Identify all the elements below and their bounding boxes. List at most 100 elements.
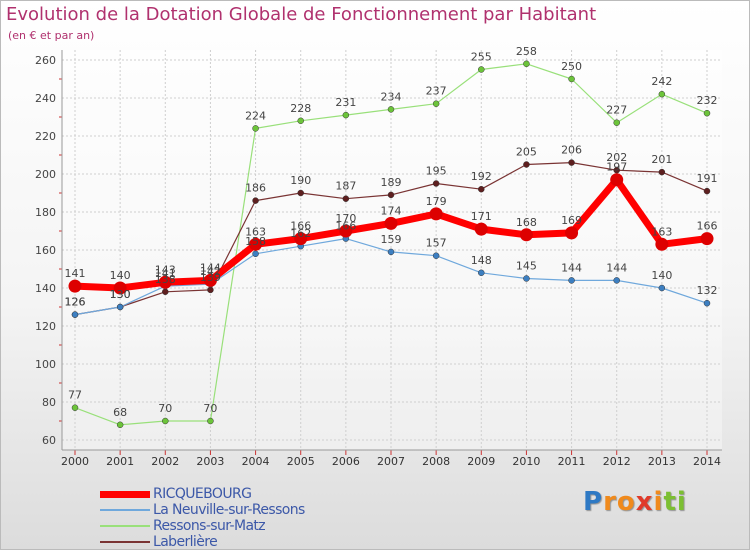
data-label: 144 <box>200 261 221 274</box>
data-label: 166 <box>290 220 311 233</box>
y-tick-label: 80 <box>42 396 56 409</box>
data-point <box>565 226 579 240</box>
data-point <box>658 90 666 98</box>
data-point <box>519 228 533 242</box>
data-label: 163 <box>651 225 672 238</box>
data-label: 140 <box>110 269 131 282</box>
y-tick-label: 160 <box>35 244 56 257</box>
x-tick-label: 2012 <box>603 455 631 468</box>
data-label: 258 <box>516 45 537 58</box>
data-point <box>387 248 395 256</box>
data-label: 126 <box>65 296 86 309</box>
data-point <box>523 161 530 168</box>
data-point <box>523 275 530 282</box>
data-label: 130 <box>110 288 131 301</box>
chart-subtitle: (en € et par an) <box>8 29 95 42</box>
data-point <box>703 299 711 307</box>
data-label: 169 <box>561 214 582 227</box>
data-label: 255 <box>471 51 492 64</box>
data-label: 143 <box>155 263 176 276</box>
data-point <box>342 195 350 202</box>
data-point <box>429 207 443 221</box>
data-label: 132 <box>697 284 718 297</box>
data-point <box>297 189 304 197</box>
x-tick-label: 2009 <box>467 455 495 468</box>
data-label: 171 <box>471 210 492 223</box>
legend-label: RICQUEBOURG <box>153 486 252 502</box>
data-point <box>568 75 575 83</box>
data-label: 140 <box>651 269 672 282</box>
data-point <box>162 288 169 296</box>
data-point <box>116 303 124 311</box>
data-point <box>252 125 259 132</box>
legend-swatch-ressons <box>100 525 150 527</box>
data-label: 179 <box>426 195 447 208</box>
data-label: 163 <box>245 225 266 238</box>
data-point <box>249 237 263 251</box>
data-point <box>68 279 82 293</box>
x-tick-label: 2001 <box>106 455 134 468</box>
data-point <box>71 311 79 318</box>
data-label: 70 <box>158 402 172 415</box>
data-label: 228 <box>290 102 311 115</box>
data-point <box>658 284 666 292</box>
data-point <box>387 106 395 113</box>
data-label: 242 <box>651 75 672 88</box>
x-tick-label: 2008 <box>422 455 450 468</box>
y-tick-label: 120 <box>35 320 56 333</box>
data-label: 168 <box>516 216 537 229</box>
data-point <box>658 168 666 176</box>
data-point <box>203 273 217 287</box>
data-label: 145 <box>516 260 537 273</box>
data-point <box>162 417 169 425</box>
data-point <box>432 100 440 107</box>
x-tick-label: 2003 <box>196 455 224 468</box>
data-label: 158 <box>245 235 266 248</box>
data-label: 70 <box>203 402 217 415</box>
data-label: 170 <box>335 212 356 225</box>
y-tick-label: 200 <box>35 168 56 181</box>
data-label: 237 <box>426 85 447 98</box>
data-label: 224 <box>245 109 266 122</box>
data-label: 202 <box>606 151 627 164</box>
logo-letter: o <box>616 487 636 517</box>
data-point <box>610 173 624 187</box>
data-point <box>568 277 575 284</box>
data-point <box>478 269 485 277</box>
data-label: 77 <box>68 389 82 402</box>
data-point <box>252 250 259 258</box>
data-point <box>703 187 711 195</box>
data-point <box>478 66 485 73</box>
proxiti-logo: Proxiti <box>583 487 687 517</box>
logo-letter: P <box>583 487 604 517</box>
data-point <box>703 109 711 117</box>
data-label: 190 <box>290 174 311 187</box>
data-point <box>207 417 214 425</box>
data-point <box>568 159 575 166</box>
data-point <box>523 60 530 68</box>
y-tick-label: 140 <box>35 282 56 295</box>
data-point <box>474 222 488 236</box>
data-label: 187 <box>335 180 356 193</box>
x-tick-label: 2002 <box>151 455 179 468</box>
y-tick-label: 260 <box>35 54 56 67</box>
data-label: 205 <box>516 146 537 159</box>
data-label: 68 <box>113 406 127 419</box>
y-tick-label: 100 <box>35 358 56 371</box>
legend-label: Laberlière <box>153 534 218 550</box>
y-tick-label: 220 <box>35 130 56 143</box>
legend-swatch-laberliere <box>100 541 150 543</box>
y-tick-label: 180 <box>35 206 56 219</box>
x-tick-label: 2013 <box>648 455 676 468</box>
data-label: 250 <box>561 60 582 73</box>
data-point <box>478 185 485 193</box>
logo-letter: t <box>663 487 677 517</box>
data-label: 192 <box>471 170 492 183</box>
data-point <box>297 117 304 125</box>
logo-letter: x <box>635 487 654 517</box>
chart-title: Evolution de la Dotation Globale de Fonc… <box>6 4 597 25</box>
x-tick-label: 2011 <box>558 455 586 468</box>
x-tick-label: 2005 <box>287 455 315 468</box>
y-tick-label: 60 <box>42 434 56 447</box>
